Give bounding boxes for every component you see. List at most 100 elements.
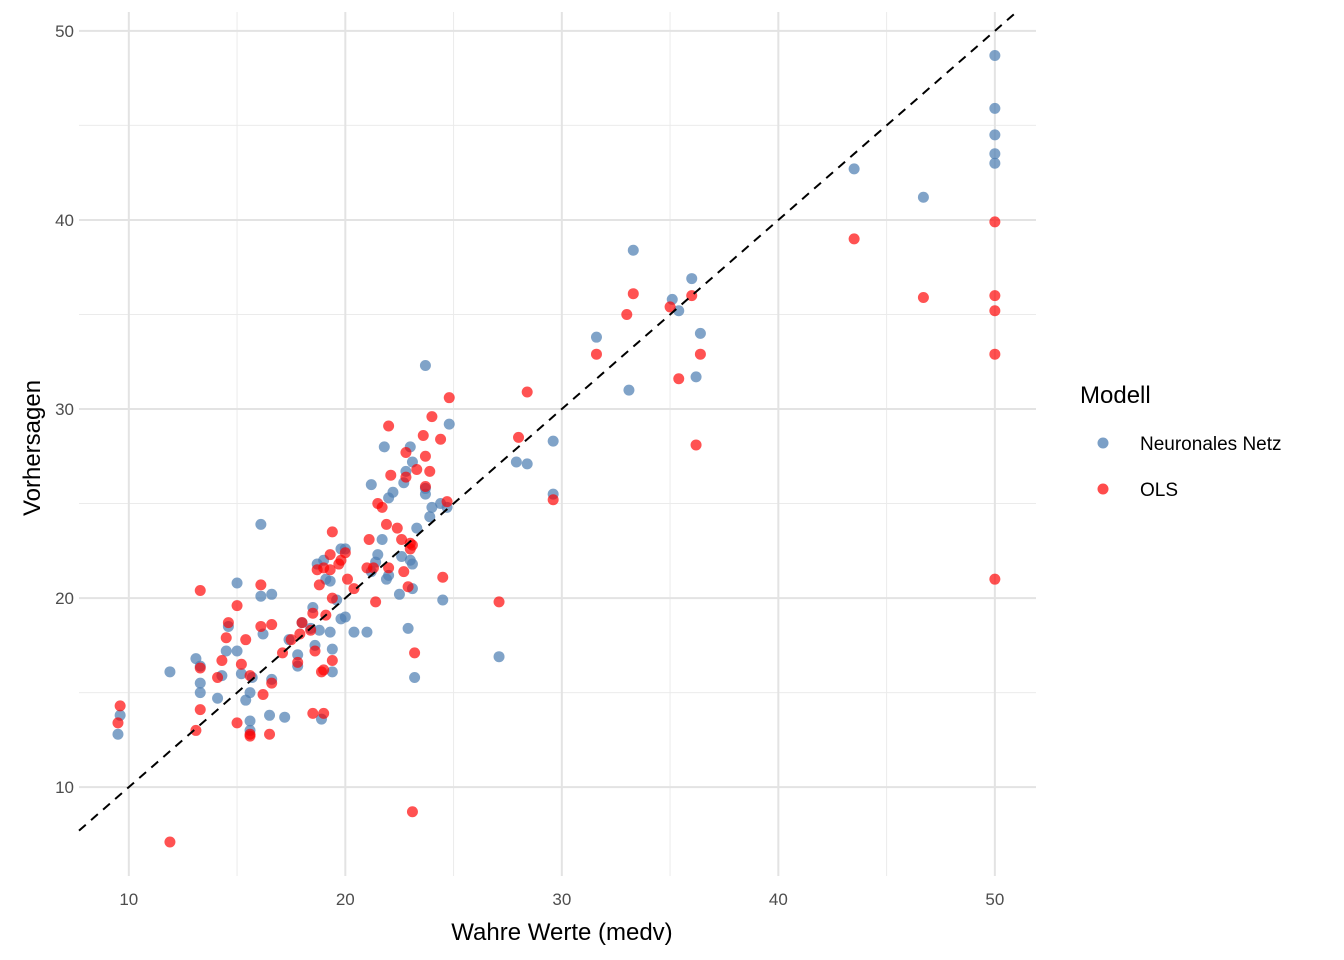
data-point [294, 628, 306, 640]
data-point [341, 573, 353, 585]
data-point [686, 273, 698, 285]
data-point [694, 327, 706, 339]
x-tick-label: 40 [769, 890, 788, 909]
data-point [318, 664, 330, 676]
data-point [266, 619, 278, 631]
data-point [264, 728, 276, 740]
data-point [255, 620, 267, 632]
data-point [235, 658, 247, 670]
data-point [443, 392, 455, 404]
data-point [114, 700, 126, 712]
data-point [419, 481, 431, 493]
data-point [521, 458, 533, 470]
data-point [305, 624, 317, 636]
data-point [222, 617, 234, 629]
data-point [313, 624, 325, 636]
data-point [365, 479, 377, 491]
data-point [244, 687, 256, 699]
data-point [307, 707, 319, 719]
data-point [361, 626, 373, 638]
data-point [363, 533, 375, 545]
data-point [348, 583, 360, 595]
data-point [216, 654, 228, 666]
data-point [231, 600, 243, 612]
data-point [324, 575, 336, 587]
data-point [398, 566, 410, 578]
data-point [989, 290, 1001, 302]
data-point [383, 562, 395, 574]
data-point [324, 626, 336, 638]
data-point [376, 533, 388, 545]
data-point [326, 654, 338, 666]
data-point [989, 49, 1001, 61]
data-point [402, 622, 414, 634]
data-point [673, 305, 685, 317]
data-point [848, 233, 860, 245]
data-point [426, 411, 438, 423]
data-point [391, 522, 403, 534]
data-point [510, 456, 522, 468]
data-point [348, 626, 360, 638]
data-point [547, 435, 559, 447]
data-point [240, 634, 252, 646]
data-point [621, 308, 633, 320]
data-point [513, 431, 525, 443]
data-point [376, 501, 388, 513]
data-point [989, 148, 1001, 160]
data-point [627, 288, 639, 300]
legend-key-neuronales-netz [1097, 437, 1109, 449]
data-point [443, 418, 455, 430]
data-point [190, 724, 202, 736]
data-point [324, 564, 336, 576]
data-point [231, 717, 243, 729]
data-point [690, 439, 702, 451]
data-point [255, 590, 267, 602]
data-point [326, 526, 338, 538]
data-point [387, 486, 399, 498]
data-point [590, 331, 602, 343]
data-point [212, 671, 224, 683]
data-point [367, 562, 379, 574]
data-point [623, 384, 635, 396]
data-point [231, 645, 243, 657]
data-point [400, 471, 412, 483]
data-point [435, 433, 447, 445]
data-point [112, 728, 124, 740]
data-point [989, 348, 1001, 360]
x-tick-label: 30 [552, 890, 571, 909]
data-point [441, 496, 453, 508]
data-point [493, 596, 505, 608]
data-point [324, 549, 336, 561]
y-axis-ticks: 10 20 30 40 50 [55, 22, 74, 797]
data-point [372, 549, 384, 561]
legend-label-neuronales-netz: Neuronales Netz [1140, 434, 1282, 455]
data-point [989, 129, 1001, 141]
data-point [257, 689, 269, 701]
data-point [917, 291, 929, 303]
data-point [411, 522, 423, 534]
data-point [417, 429, 429, 441]
data-point [590, 348, 602, 360]
data-point [339, 611, 351, 623]
data-point [264, 709, 276, 721]
legend-label-ols: OLS [1140, 480, 1178, 501]
data-point [664, 301, 676, 313]
data-point [326, 666, 338, 678]
data-point [406, 806, 418, 818]
data-points [112, 49, 1001, 848]
x-tick-label: 10 [119, 890, 138, 909]
data-point [164, 666, 176, 678]
data-point [244, 715, 256, 727]
data-point [378, 441, 390, 453]
data-point [164, 836, 176, 848]
data-point [424, 465, 436, 477]
x-axis-ticks: 10 20 30 40 50 [119, 890, 1004, 909]
data-point [989, 216, 1001, 228]
data-point [220, 632, 232, 644]
data-point [296, 617, 308, 629]
data-point [437, 594, 449, 606]
y-tick-label: 20 [55, 589, 74, 608]
legend-title: Modell [1080, 382, 1151, 409]
y-tick-label: 40 [55, 211, 74, 230]
data-point [313, 579, 325, 591]
